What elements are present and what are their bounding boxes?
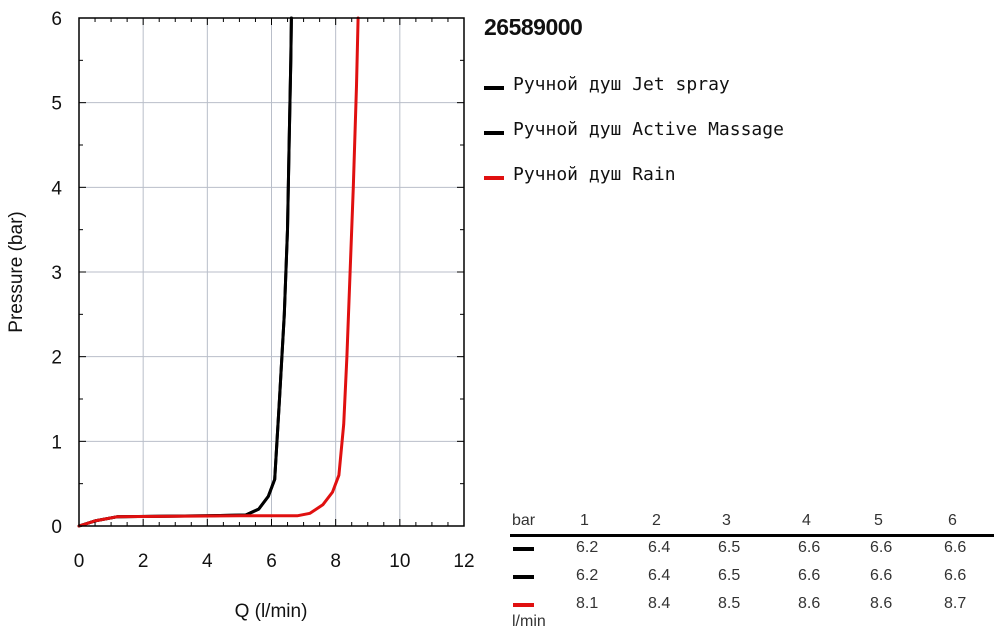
y-tick-label: 0 <box>51 517 62 538</box>
table-header-cell: 3 <box>722 512 731 529</box>
chart-ticks <box>78 17 465 527</box>
table-cell: 6.6 <box>798 567 821 584</box>
table-row: 6.2 6.4 6.5 6.6 6.6 6.6 <box>510 565 994 593</box>
table-cell: 6.6 <box>798 539 821 556</box>
legend-swatch <box>484 131 504 135</box>
x-tick-label: 8 <box>330 551 341 572</box>
y-tick-label: 6 <box>51 9 62 30</box>
chart-series <box>77 16 360 528</box>
x-tick-label: 6 <box>266 551 277 572</box>
x-tick-label: 2 <box>138 551 149 572</box>
table-header-cell: 1 <box>580 512 589 529</box>
legend-swatch <box>484 86 504 90</box>
table-header-unit: bar <box>512 512 536 529</box>
legend-swatch <box>484 176 504 180</box>
y-tick-label: 4 <box>51 178 62 199</box>
x-tick-label: 4 <box>202 551 213 572</box>
table-cell: 6.6 <box>870 539 893 556</box>
flow-table: bar 1 2 3 4 5 6 6.2 6.4 6.5 6.6 6.6 6.6 … <box>510 512 994 630</box>
table-row: 6.2 6.4 6.5 6.6 6.6 6.6 <box>510 537 994 565</box>
table-header-cell: 6 <box>948 512 957 529</box>
table-unit-label: l/min <box>512 613 546 630</box>
table-row: 8.1 8.4 8.5 8.6 8.6 8.7 <box>510 593 994 621</box>
x-tick-label: 12 <box>453 551 474 572</box>
table-cell: 8.1 <box>576 595 599 612</box>
table-cell: 6.5 <box>718 567 741 584</box>
table-cell: 6.2 <box>576 539 599 556</box>
row-swatch <box>513 547 534 551</box>
table-cell: 6.6 <box>944 539 967 556</box>
x-tick-label: 10 <box>389 551 410 572</box>
legend-label: Ручной душ Rain <box>513 164 676 185</box>
table-cell: 6.5 <box>718 539 741 556</box>
table-cell: 6.6 <box>944 567 967 584</box>
table-header: bar 1 2 3 4 5 6 <box>510 512 994 537</box>
x-axis-label: Q (l/min) <box>235 601 308 622</box>
table-cell: 8.6 <box>870 595 893 612</box>
chart-grid <box>79 18 464 526</box>
legend-label: Ручной душ Active Massage <box>513 119 784 140</box>
y-tick-label: 2 <box>51 348 62 369</box>
table-cell: 8.7 <box>944 595 967 612</box>
x-tick-label: 0 <box>74 551 85 572</box>
table-cell: 6.4 <box>648 539 671 556</box>
y-tick-label: 1 <box>51 432 62 453</box>
row-swatch <box>513 603 534 607</box>
table-cell: 6.2 <box>576 567 599 584</box>
table-cell: 8.4 <box>648 595 671 612</box>
chart-title: 26589000 <box>484 14 583 40</box>
table-header-cell: 5 <box>874 512 883 529</box>
table-cell: 8.6 <box>798 595 821 612</box>
table-header-cell: 4 <box>802 512 811 529</box>
table-cell: 8.5 <box>718 595 741 612</box>
legend-label: Ручной душ Jet spray <box>513 74 730 95</box>
row-swatch <box>513 575 534 579</box>
y-tick-label: 3 <box>51 263 62 284</box>
table-cell: 6.4 <box>648 567 671 584</box>
y-axis-label: Pressure (bar) <box>6 211 27 332</box>
series-line-2 <box>77 16 360 528</box>
y-tick-label: 5 <box>51 94 62 115</box>
table-cell: 6.6 <box>870 567 893 584</box>
table-header-cell: 2 <box>652 512 661 529</box>
